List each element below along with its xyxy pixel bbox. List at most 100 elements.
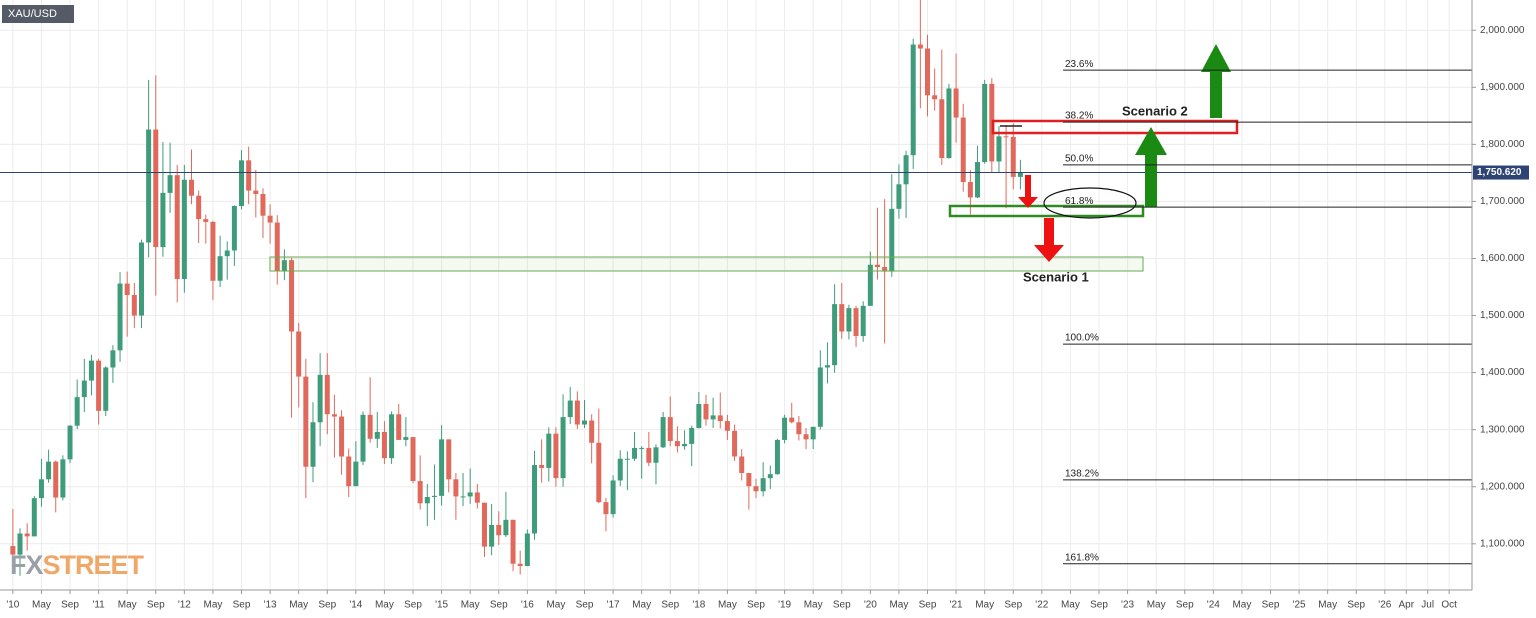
x-tick-label: '24 — [1207, 600, 1220, 611]
y-tick-label: 2,000.000 — [1480, 25, 1525, 36]
x-tick-label: May — [118, 600, 137, 611]
candle-body — [310, 422, 316, 467]
candle-body — [481, 502, 487, 547]
candle-body — [124, 283, 130, 295]
axes: 2,000.000 1,900.000 1,800.000 1,700.000 1,60… — [6, 25, 1529, 611]
candle-body — [410, 437, 416, 482]
candle-body — [439, 439, 445, 496]
candle-body — [960, 117, 966, 183]
x-tick-label: '12 — [178, 600, 191, 611]
x-tick-label: May — [632, 600, 651, 611]
candle-body — [789, 417, 795, 423]
watermark-left: FX — [10, 550, 43, 580]
candle-body — [674, 441, 680, 447]
candle-body — [732, 430, 738, 457]
candle-body — [846, 308, 852, 332]
x-tick-label: Sep — [833, 600, 851, 611]
candle-body — [24, 533, 30, 537]
y-tick-label: 1,700.000 — [1480, 196, 1525, 207]
x-tick-label: Sep — [490, 600, 508, 611]
candle-body — [724, 421, 730, 431]
candle-body — [217, 256, 223, 281]
candle-body — [281, 260, 287, 272]
candle-body — [67, 425, 73, 460]
candle-body — [975, 162, 981, 198]
annotation: Scenario 1 — [1023, 269, 1089, 284]
symbol-box — [2, 5, 74, 23]
candle-body — [853, 308, 859, 337]
x-tick-label: Sep — [576, 600, 594, 611]
candle-body — [753, 486, 759, 492]
x-tick-label: Sep — [747, 600, 765, 611]
arrow-up — [1201, 44, 1231, 118]
x-tick-label: '19 — [778, 600, 791, 611]
y-tick-label: 1,800.000 — [1480, 139, 1525, 150]
x-tick-label: May — [375, 600, 394, 611]
candle-body — [860, 305, 866, 337]
x-tick-label: '20 — [864, 600, 877, 611]
candle-body — [510, 519, 516, 564]
candle-body — [160, 192, 166, 248]
candle-body — [767, 474, 773, 479]
candle-body — [131, 295, 137, 316]
y-tick-label: 1,600.000 — [1480, 253, 1525, 264]
candle-body — [110, 350, 116, 368]
candle-body — [446, 439, 452, 480]
candle-body — [138, 242, 144, 316]
candle-body — [260, 194, 266, 216]
fib-label: 161.8% — [1065, 552, 1099, 563]
x-tick-label: Sep — [61, 600, 79, 611]
x-tick-label: Oct — [1441, 600, 1457, 611]
fib-label: 23.6% — [1065, 59, 1093, 70]
candle-body — [967, 182, 973, 198]
candle-body — [331, 414, 337, 417]
candle-body — [517, 563, 523, 567]
candle-body — [353, 461, 359, 487]
candle-body — [96, 360, 102, 411]
candle-body — [231, 205, 237, 251]
candle-body — [832, 304, 838, 366]
watermark-right: STREET — [43, 550, 145, 580]
candle-body — [303, 376, 309, 467]
candle-body — [189, 179, 195, 196]
support-zone — [269, 256, 1144, 272]
candle-body — [660, 417, 666, 448]
candle-body — [567, 400, 573, 418]
x-tick-label: '15 — [435, 600, 448, 611]
x-tick-label: May — [1147, 600, 1166, 611]
x-tick-label: Jul — [1421, 600, 1434, 611]
candle-body — [224, 250, 230, 257]
candle-body — [703, 403, 709, 420]
candle-body — [932, 95, 938, 100]
x-tick-label: '21 — [950, 600, 963, 611]
candle-body — [88, 360, 94, 381]
candle-body — [417, 481, 423, 504]
candle-body — [817, 367, 823, 427]
x-tick-label: May — [203, 600, 222, 611]
grid — [0, 0, 1472, 590]
fib-label: 100.0% — [1065, 333, 1099, 344]
candle-body — [774, 439, 780, 475]
x-tick-label: May — [1061, 600, 1080, 611]
candle-body — [203, 219, 209, 222]
candle-body — [10, 546, 16, 555]
candle-body — [589, 420, 595, 443]
y-tick-label: 1,100.000 — [1480, 538, 1525, 549]
x-tick-label: '11 — [92, 600, 105, 611]
x-tick-label: Sep — [919, 600, 937, 611]
x-tick-label: '25 — [1293, 600, 1306, 611]
candle-body — [617, 458, 623, 481]
candle-body — [196, 195, 202, 220]
candle-body — [896, 184, 902, 209]
x-tick-label: May — [975, 600, 994, 611]
resistance-box — [991, 119, 1239, 135]
candle-body — [38, 479, 44, 499]
fib-label: 138.2% — [1065, 469, 1099, 480]
candle-body — [317, 374, 323, 423]
candle-body — [431, 495, 437, 497]
x-tick-label: Sep — [233, 600, 251, 611]
candle-body — [874, 264, 880, 268]
candle-body — [103, 367, 109, 411]
candle-body — [1003, 136, 1009, 138]
